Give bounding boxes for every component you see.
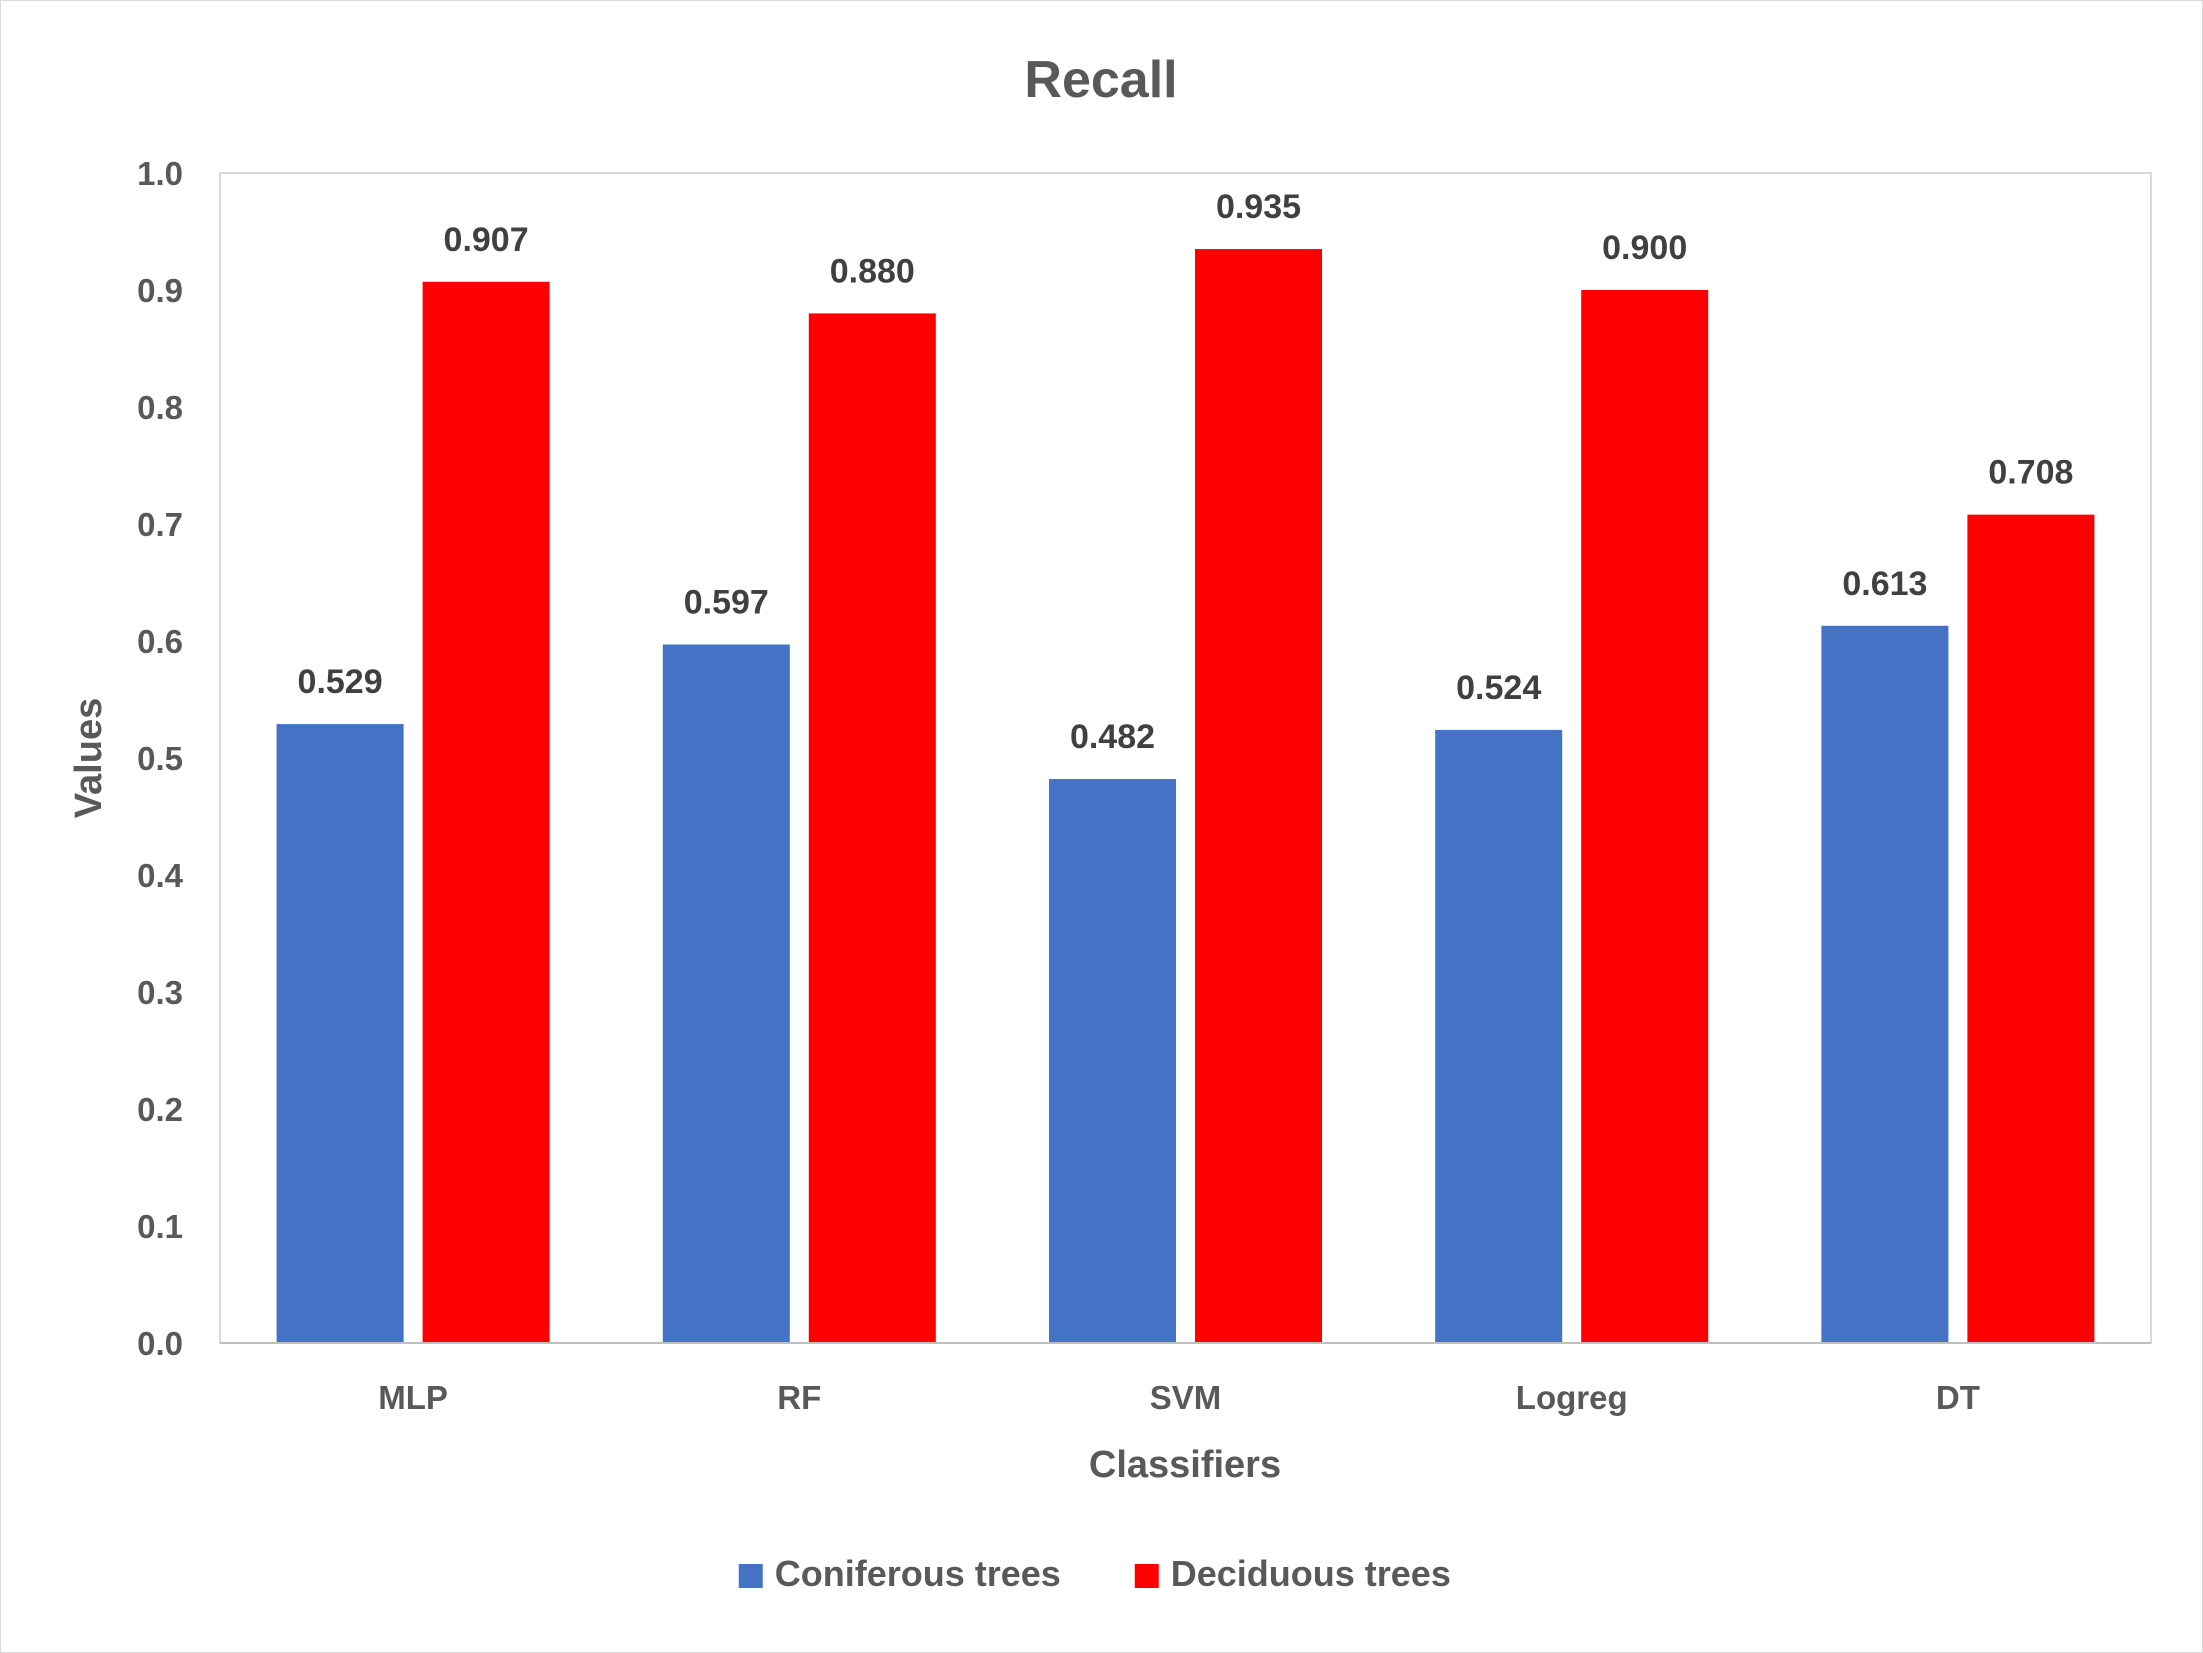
y-tick-label: 0.0 <box>137 1325 183 1362</box>
y-tick-label: 0.1 <box>137 1208 183 1245</box>
data-label: 0.880 <box>830 252 915 290</box>
legend: Coniferous trees Deciduous trees <box>738 1553 1451 1594</box>
data-labels-layer: 0.529 0.907 0.597 0.880 0.482 0.935 0.524 0.900… <box>298 188 2074 756</box>
y-tick-label: 0.8 <box>137 389 183 426</box>
y-tick-label: 0.9 <box>137 272 183 309</box>
data-label: 0.935 <box>1216 188 1301 226</box>
bar-coniferous-trees-rf <box>662 644 790 1343</box>
data-label: 0.482 <box>1070 718 1155 756</box>
y-tick-label: 0.2 <box>137 1091 183 1128</box>
bar-coniferous-trees-mlp <box>276 724 404 1343</box>
data-label: 0.900 <box>1602 229 1687 267</box>
bar-coniferous-trees-svm <box>1049 779 1176 1343</box>
data-label: 0.613 <box>1842 565 1927 603</box>
y-tick-label: 0.7 <box>137 506 183 543</box>
legend-swatch <box>1134 1564 1159 1588</box>
bars-layer <box>276 249 2095 1343</box>
bar-deciduous-trees-svm <box>1195 249 1322 1343</box>
bar-coniferous-trees-dt <box>1821 625 1949 1343</box>
y-axis-ticks: 0.0 0.1 0.2 0.3 0.4 0.5 0.6 0.7 0.8 0.9 1.0 <box>137 155 184 1362</box>
data-label: 0.708 <box>1988 454 2073 492</box>
data-label: 0.907 <box>444 221 529 259</box>
chart-title: Recall <box>1024 51 1177 109</box>
legend-label: Deciduous trees <box>1171 1553 1451 1594</box>
bar-deciduous-trees-mlp <box>422 281 550 1343</box>
bar-deciduous-trees-dt <box>1967 514 2095 1343</box>
x-axis-title: Classifiers <box>1089 1444 1281 1486</box>
data-label: 0.529 <box>298 663 383 701</box>
x-tick-label: MLP <box>378 1379 448 1416</box>
y-axis-title: Values <box>68 698 110 818</box>
bar-coniferous-trees-logreg <box>1435 729 1563 1343</box>
x-axis-ticks: MLP RF SVM Logreg DT <box>378 1379 1980 1416</box>
data-label: 0.524 <box>1456 669 1541 707</box>
legend-label: Coniferous trees <box>775 1553 1061 1594</box>
y-tick-label: 0.5 <box>137 740 183 777</box>
x-tick-label: DT <box>1936 1379 1980 1416</box>
x-tick-label: RF <box>777 1379 821 1416</box>
data-label: 0.597 <box>684 584 769 622</box>
y-tick-label: 0.4 <box>137 857 184 894</box>
y-tick-label: 0.3 <box>137 974 183 1011</box>
x-tick-label: Logreg <box>1516 1379 1628 1416</box>
y-tick-label: 1.0 <box>137 155 183 192</box>
bar-deciduous-trees-logreg <box>1581 290 1709 1343</box>
legend-swatch <box>738 1564 763 1588</box>
x-tick-label: SVM <box>1150 1379 1222 1416</box>
bar-deciduous-trees-rf <box>808 313 936 1343</box>
y-tick-label: 0.6 <box>137 623 183 660</box>
